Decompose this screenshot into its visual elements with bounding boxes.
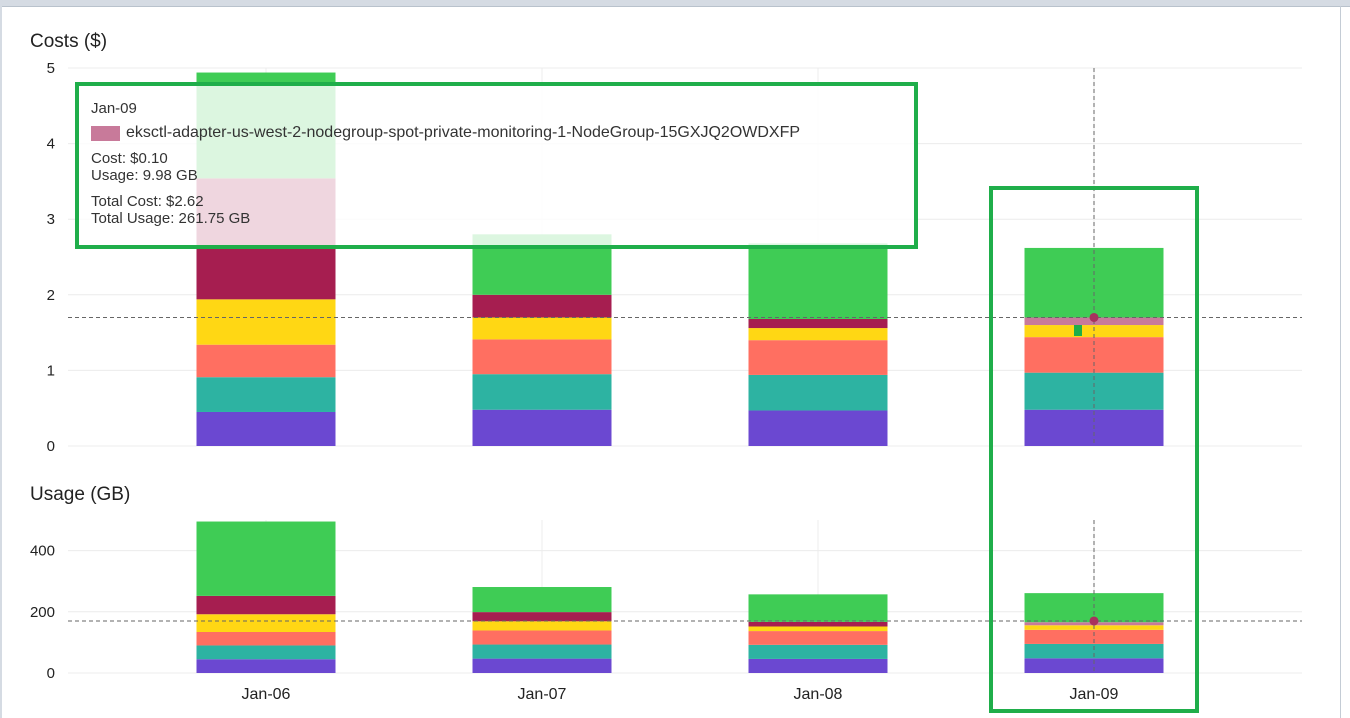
- cost-bar-jan-08-s0: [748, 410, 888, 446]
- tooltip-date: Jan-09: [91, 100, 137, 117]
- tooltip-total-usage: Total Usage: 261.75 GB: [91, 210, 251, 227]
- cost-bar-jan-07-s2: [472, 339, 612, 375]
- usage-bar-jan-07-s6: [472, 587, 612, 613]
- usage-bar-jan-08-s3: [748, 626, 888, 632]
- tooltip-series-swatch: [91, 125, 120, 141]
- usage-chart-title: Usage (GB): [30, 484, 130, 505]
- usage-bar-jan-09-s0: [1024, 658, 1164, 673]
- usage-bar-jan-08-s2: [748, 631, 888, 645]
- cost-bar-jan-08-s3: [748, 328, 888, 341]
- window-top-border: [0, 0, 1350, 7]
- x-tick-label-jan-09: Jan-09: [1070, 686, 1119, 703]
- usage-bar-jan-08-s6: [748, 594, 888, 622]
- cost-y-tick-label: 1: [47, 362, 55, 379]
- cost-bar-jan-08-s1: [748, 374, 888, 411]
- cost-bar-jan-08-s2: [748, 340, 888, 375]
- cost-bar-jan-08-s4: [748, 318, 888, 329]
- window-right-border: [1340, 6, 1341, 718]
- cost-y-tick-label: 0: [47, 438, 55, 455]
- usage-y-tick-label: 200: [30, 604, 55, 621]
- tooltip-cost: Cost: $0.10: [91, 150, 168, 167]
- usage-bar-jan-07-s0: [472, 658, 612, 673]
- usage-y-tick-label: 400: [30, 543, 55, 560]
- usage-hover-marker: [1089, 616, 1099, 626]
- cost-y-tick-label: 5: [47, 60, 55, 77]
- usage-bar-jan-07-s1: [472, 644, 612, 659]
- cost-bar-jan-07-s1: [472, 374, 612, 410]
- usage-bar-jan-06-s4: [196, 595, 336, 615]
- usage-bar-jan-07-s3: [472, 621, 612, 631]
- usage-bar-jan-06-s6: [196, 521, 336, 596]
- cost-y-tick-label: 3: [47, 211, 55, 228]
- costs-chart-title: Costs ($): [30, 31, 107, 52]
- usage-bar-jan-09-s2: [1024, 629, 1164, 644]
- usage-bar-jan-06-s0: [196, 659, 336, 673]
- cost-bar-jan-07-s0: [472, 409, 612, 446]
- usage-bar-jan-08-s0: [748, 658, 888, 673]
- usage-bar-jan-06-s1: [196, 645, 336, 660]
- cost-bar-jan-06-s0: [196, 411, 336, 446]
- x-tick-label-jan-06: Jan-06: [242, 686, 291, 703]
- cost-bar-jan-07-s4: [472, 294, 612, 318]
- usage-bar-jan-07-s2: [472, 630, 612, 645]
- cost-bar-jan-08-s6: [748, 243, 888, 319]
- cost-bar-jan-06-s2: [196, 344, 336, 378]
- tooltip-usage: Usage: 9.98 GB: [91, 167, 198, 184]
- tooltip-series-name: eksctl-adapter-us-west-2-nodegroup-spot-…: [126, 124, 801, 141]
- cursor-marker: [1074, 325, 1082, 336]
- cost-y-tick-label: 4: [47, 136, 55, 153]
- usage-bar-jan-06-s2: [196, 631, 336, 646]
- usage-y-tick-label: 0: [47, 665, 55, 682]
- cost-hover-marker: [1089, 312, 1099, 322]
- usage-bar-jan-09-s1: [1024, 643, 1164, 659]
- cost-y-tick-label: 2: [47, 287, 55, 304]
- hover-tooltip: Jan-09 eksctl-adapter-us-west-2-nodegrou…: [75, 82, 918, 249]
- cost-bar-jan-06-s1: [196, 377, 336, 412]
- cost-bar-jan-07-s3: [472, 317, 612, 340]
- cost-bar-jan-09-s3: [1024, 325, 1164, 338]
- window-left-border: [0, 6, 2, 718]
- usage-bar-jan-07-s4: [472, 612, 612, 622]
- x-tick-label-jan-08: Jan-08: [794, 686, 843, 703]
- usage-bar-jan-08-s4: [748, 621, 888, 627]
- tooltip-series-row: eksctl-adapter-us-west-2-nodegroup-spot-…: [91, 124, 914, 142]
- tooltip-total-cost: Total Cost: $2.62: [91, 193, 204, 210]
- x-tick-label-jan-07: Jan-07: [518, 686, 567, 703]
- cost-bar-jan-06-s3: [196, 299, 336, 345]
- usage-bar-jan-06-s3: [196, 614, 336, 632]
- usage-bar-jan-08-s1: [748, 644, 888, 659]
